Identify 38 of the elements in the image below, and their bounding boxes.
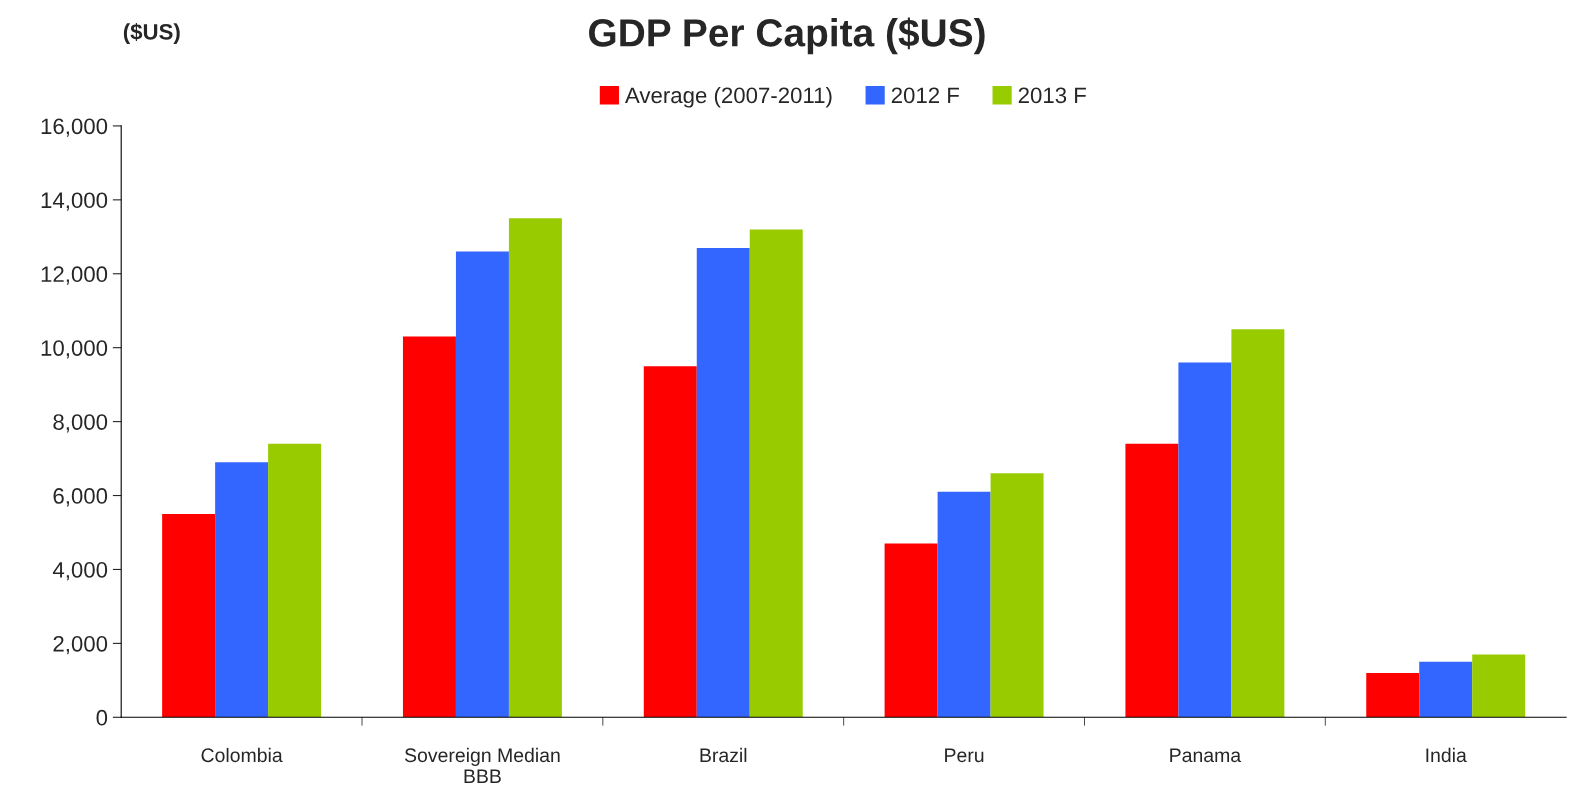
x-tick-label: Sovereign Median BBB <box>404 747 560 783</box>
y-tick-label: 10,000 <box>41 340 108 359</box>
x-tick-label: India <box>1426 747 1467 763</box>
bar <box>1472 654 1526 718</box>
y-tick-label: 6,000 <box>53 488 108 507</box>
y-tick-label: 4,000 <box>52 561 108 581</box>
legend-label: Average (2007-2011) <box>624 86 832 108</box>
bar <box>937 491 991 718</box>
bar <box>215 462 269 718</box>
y-tick-label: 16,000 <box>41 118 108 137</box>
bar <box>455 251 509 718</box>
bar <box>402 336 456 718</box>
bar <box>1366 672 1420 718</box>
y-tick-label: 2,000 <box>53 635 108 655</box>
y-tick-label: 12,000 <box>41 266 108 285</box>
bar <box>1125 443 1179 718</box>
bar <box>749 229 803 718</box>
bar <box>1178 362 1232 718</box>
y-tick-label: 14,000 <box>41 192 108 211</box>
bar <box>643 366 697 718</box>
legend-label: 2013 F <box>1018 87 1086 104</box>
y-axis-title: ($US) <box>123 22 180 45</box>
x-tick-label: Colombia <box>201 747 283 763</box>
bar <box>508 218 562 718</box>
x-tick-label: Peru <box>945 748 984 763</box>
y-tick-label: 0 <box>96 709 108 726</box>
chart-title: GDP Per Capita ($US) <box>589 17 985 55</box>
bar <box>1231 329 1285 718</box>
bar <box>990 473 1044 718</box>
bar <box>884 543 938 718</box>
y-tick-label: 8,000 <box>53 414 108 433</box>
bar <box>268 443 322 718</box>
legend-label: 2012 F <box>891 87 959 104</box>
x-tick-label: Panama <box>1170 748 1242 763</box>
x-tick-label: Brazil <box>700 747 747 763</box>
bar <box>696 247 750 718</box>
bar <box>1419 661 1473 718</box>
bar <box>162 514 216 718</box>
